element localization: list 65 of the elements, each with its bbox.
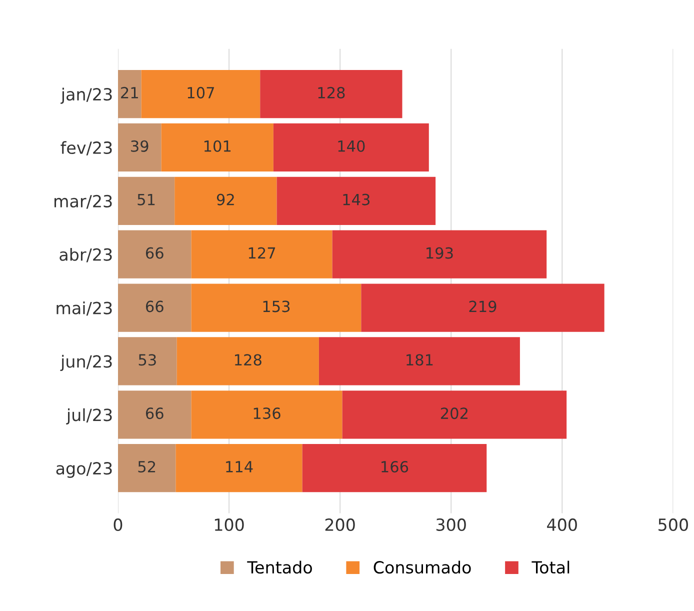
y-tick-label: jul/23 <box>66 408 112 424</box>
y-tick-label: mai/23 <box>56 301 112 316</box>
bar <box>361 284 604 332</box>
data-label: 53 <box>138 354 156 366</box>
data-label: 107 <box>188 86 214 98</box>
data-label: 127 <box>248 247 276 259</box>
data-label: 52 <box>138 460 156 473</box>
legend-label: Tentado <box>247 560 312 574</box>
bar <box>118 70 142 118</box>
bar <box>118 444 176 492</box>
bar <box>118 176 175 225</box>
data-label: 193 <box>426 247 453 259</box>
bar <box>332 230 547 278</box>
bar <box>191 284 362 332</box>
bar <box>118 230 192 278</box>
bar <box>260 70 402 118</box>
bar <box>118 284 192 332</box>
bar <box>118 390 192 439</box>
data-label: 92 <box>216 194 234 206</box>
data-label: 39 <box>131 140 148 152</box>
x-tick-label: 200 <box>325 518 355 531</box>
bar <box>342 390 567 439</box>
y-tick-label: abr/23 <box>60 248 112 262</box>
data-label: 114 <box>226 461 253 472</box>
x-tick-label: 300 <box>436 518 466 531</box>
bar <box>141 70 260 118</box>
data-label: 140 <box>338 140 365 152</box>
bar <box>161 123 274 172</box>
data-label: 21 <box>121 86 138 98</box>
data-label: 66 <box>146 247 164 259</box>
bar <box>118 337 177 386</box>
data-label: 219 <box>469 300 496 312</box>
x-tick-label: 500 <box>658 518 688 531</box>
data-label: 166 <box>382 460 408 473</box>
data-label: 66 <box>146 300 164 312</box>
bar <box>318 337 520 386</box>
y-tick-label: jun/23 <box>60 354 112 372</box>
bar <box>191 230 332 278</box>
bar <box>176 337 319 386</box>
legend-label: Total <box>532 560 570 574</box>
x-tick-label: 0 <box>114 518 122 531</box>
bar <box>176 444 302 492</box>
data-label: 51 <box>138 194 155 206</box>
bar <box>191 390 342 439</box>
data-label: 153 <box>263 300 290 312</box>
y-tick-label: jan/23 <box>60 88 112 104</box>
data-label: 128 <box>318 86 345 98</box>
data-label: 181 <box>406 354 433 366</box>
y-tick-label: fev/23 <box>60 141 112 156</box>
data-label: 136 <box>254 408 280 420</box>
data-label: 101 <box>204 140 231 152</box>
y-tick-label: ago/23 <box>56 462 112 478</box>
x-tick-label: 100 <box>214 518 244 531</box>
bar <box>273 123 429 172</box>
bar <box>174 176 277 225</box>
bar <box>276 176 436 225</box>
data-label: 202 <box>440 408 468 420</box>
data-label: 143 <box>343 194 370 206</box>
bar <box>118 123 162 172</box>
bar <box>302 444 487 492</box>
data-label: 128 <box>234 354 262 366</box>
data-label: 66 <box>146 408 164 420</box>
x-tick-label: 400 <box>547 518 577 531</box>
legend-label: Consumado <box>374 560 471 574</box>
y-tick-label: mar/23 <box>54 194 112 209</box>
